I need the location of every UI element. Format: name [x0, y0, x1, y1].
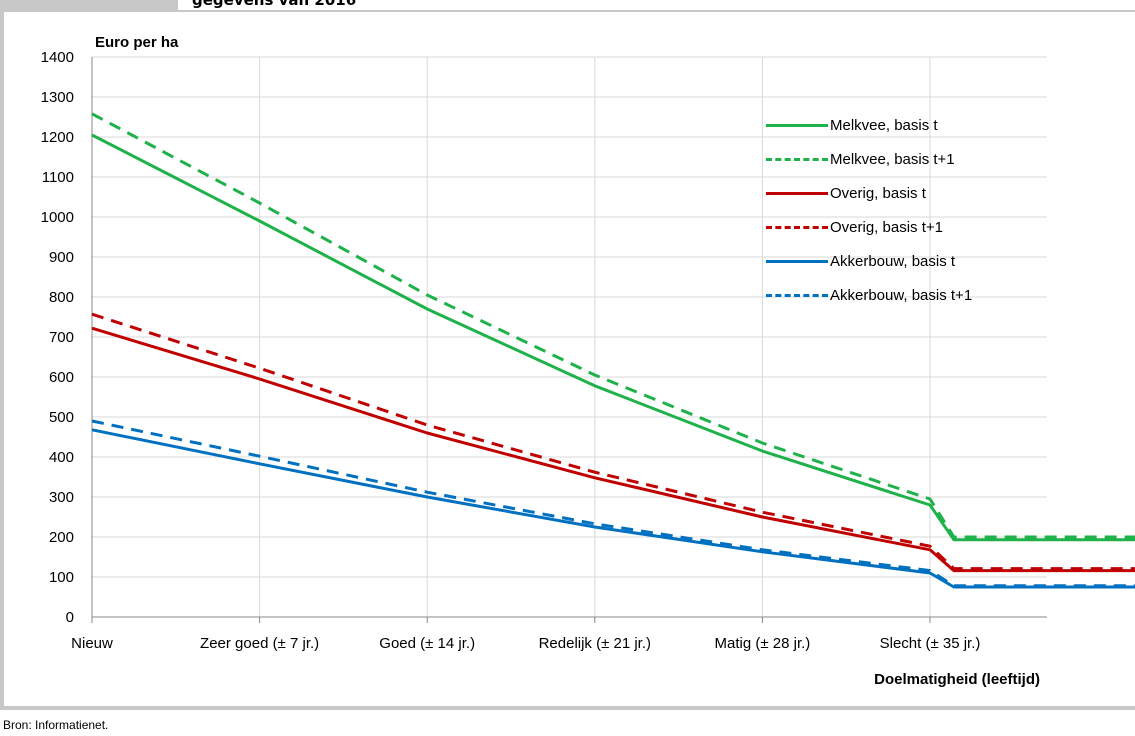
axis-labels: Euro per ha Doelmatigheid (leeftijd) 0 10…	[41, 34, 1040, 688]
legend-item: Melkvee, basis t	[766, 108, 1046, 142]
y-tick-label: 1400	[41, 49, 74, 66]
legend: Melkvee, basis t Melkvee, basis t+1 Overig…	[766, 108, 1046, 312]
x-axis-title: Doelmatigheid (leeftijd)	[874, 671, 1040, 688]
y-tick-label: 500	[49, 409, 74, 426]
legend-swatch	[766, 225, 828, 229]
y-tick-label: 1300	[41, 89, 74, 106]
y-tick-label: 100	[49, 569, 74, 586]
legend-swatch	[766, 123, 828, 127]
x-category-label: Nieuw	[71, 635, 113, 652]
x-category-label: Redelijk (± 21 jr.)	[539, 635, 651, 652]
y-tick-label: 600	[49, 369, 74, 386]
legend-item: Overig, basis t+1	[766, 210, 1046, 244]
x-category-label: Slecht (± 35 jr.)	[880, 635, 981, 652]
legend-swatch	[766, 191, 828, 195]
series-lines	[91, 112, 1135, 589]
series-line-5	[91, 428, 1135, 589]
chart-frame	[0, 12, 1135, 710]
axes	[91, 57, 1047, 623]
y-tick-label: 0	[66, 609, 74, 626]
header-fragment: gegevens van 2016	[192, 0, 357, 9]
legend-swatch	[766, 293, 828, 297]
legend-label: Melkvee, basis t	[830, 116, 938, 134]
series-line-6	[91, 419, 1135, 588]
series-line-2	[91, 112, 1135, 539]
legend-swatch	[766, 157, 828, 161]
top-band-header-area	[178, 0, 1135, 10]
x-category-label: Matig (± 28 jr.)	[715, 635, 811, 652]
x-category-label: Goed (± 14 jr.)	[379, 635, 475, 652]
y-tick-label: 700	[49, 329, 74, 346]
y-tick-label: 900	[49, 249, 74, 266]
gridlines	[92, 56, 1047, 617]
legend-item: Melkvee, basis t+1	[766, 142, 1046, 176]
legend-label: Melkvee, basis t+1	[830, 150, 955, 168]
source-note: Bron: Informatienet.	[3, 718, 109, 732]
legend-label: Akkerbouw, basis t	[830, 252, 956, 270]
legend-item: Overig, basis t	[766, 176, 1046, 210]
y-tick-label: 400	[49, 449, 74, 466]
legend-label: Overig, basis t	[830, 184, 926, 202]
legend-swatch	[766, 259, 828, 263]
legend-label: Akkerbouw, basis t+1	[830, 286, 973, 304]
x-category-label: Zeer goed (± 7 jr.)	[200, 635, 319, 652]
y-tick-label: 300	[49, 489, 74, 506]
y-axis-title: Euro per ha	[95, 34, 179, 51]
series-line-4	[91, 312, 1135, 571]
legend-item: Akkerbouw, basis t+1	[766, 278, 1046, 312]
y-tick-label: 1200	[41, 129, 74, 146]
y-tick-label: 1000	[41, 209, 74, 226]
series-line-3	[91, 326, 1135, 573]
y-tick-label: 200	[49, 529, 74, 546]
legend-item: Akkerbouw, basis t	[766, 244, 1046, 278]
y-tick-label: 1100	[42, 169, 74, 186]
series-line-1	[91, 133, 1135, 542]
y-tick-label: 800	[49, 289, 74, 306]
legend-label: Overig, basis t+1	[830, 218, 943, 236]
